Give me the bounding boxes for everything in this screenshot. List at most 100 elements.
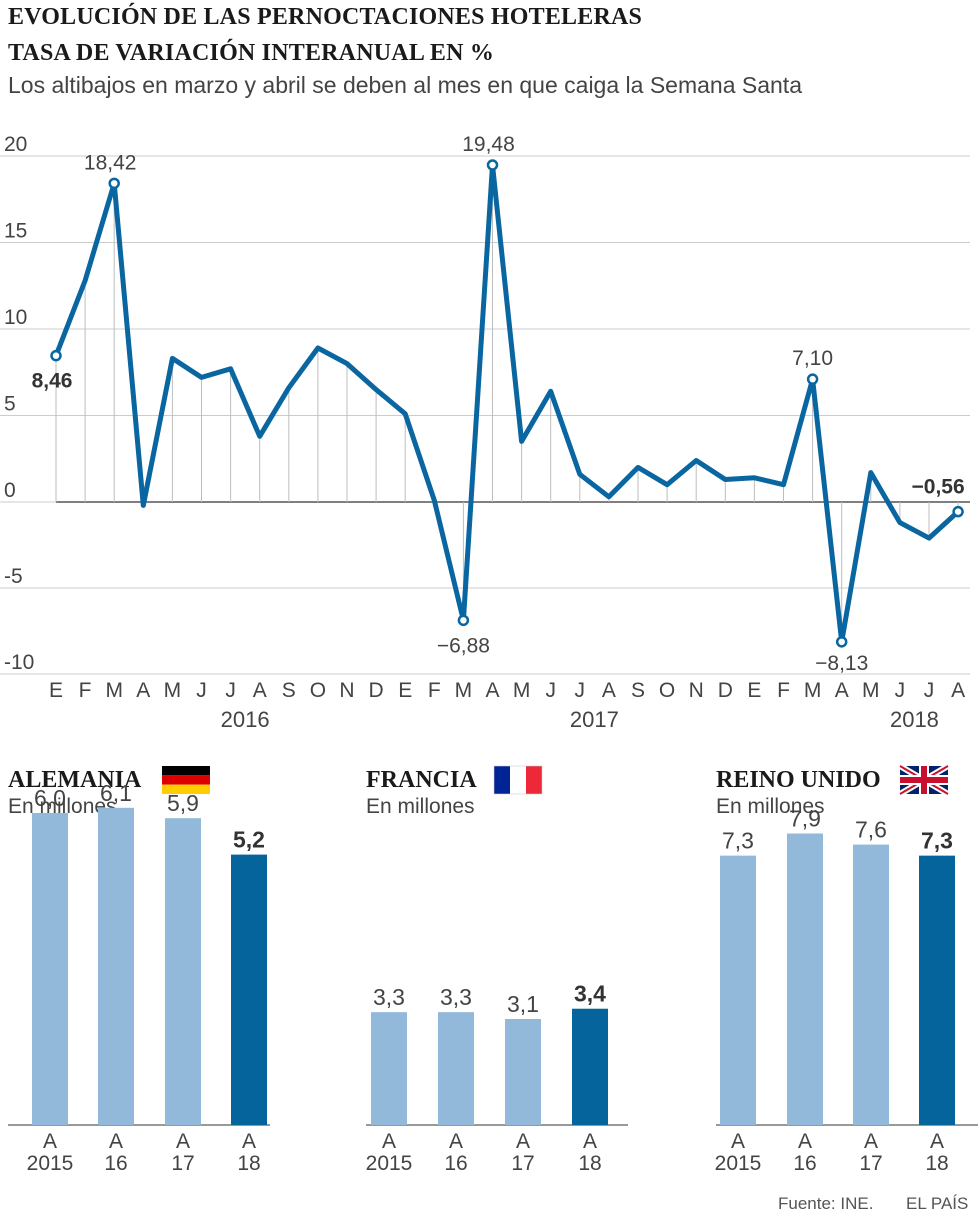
x-tick-label: N <box>689 679 704 702</box>
bar <box>787 833 823 1125</box>
data-point-marker <box>835 636 848 648</box>
flag-stripe <box>510 766 526 794</box>
brand-label: EL PAÍS <box>906 1194 969 1213</box>
x-tick-label: M <box>105 679 123 702</box>
x-tick-label: A <box>136 679 150 702</box>
bar-category-label: A <box>176 1130 190 1153</box>
bar-year-label: 17 <box>859 1152 882 1175</box>
bar <box>919 855 955 1125</box>
bar-year-label: 18 <box>925 1152 948 1175</box>
bar <box>572 1008 608 1125</box>
chart-title-secondary: TASA DE VARIACIÓN INTERANUAL EN % <box>8 40 495 66</box>
bar-category-label: A <box>583 1130 597 1153</box>
bar-value-label: 5,2 <box>233 827 265 853</box>
bar-value-label: 3,1 <box>507 991 539 1017</box>
x-tick-label: M <box>513 679 531 702</box>
data-label: −8,13 <box>815 652 868 675</box>
x-tick-label: O <box>659 679 675 702</box>
chart-title: EVOLUCIÓN DE LAS PERNOCTACIONES HOTELERA… <box>8 4 643 30</box>
flag-stripe <box>162 775 210 785</box>
bar-value-label: 7,3 <box>722 828 754 854</box>
x-tick-label: J <box>196 679 207 702</box>
x-tick-label: M <box>804 679 822 702</box>
panel-unit: En millones <box>716 795 825 818</box>
bar-value-label: 6,0 <box>34 785 66 811</box>
bar-category-label: A <box>864 1130 878 1153</box>
data-point-marker <box>50 349 62 362</box>
bar <box>231 854 267 1125</box>
x-tick-label: D <box>369 679 384 702</box>
bar-year-label: 16 <box>793 1152 816 1175</box>
flag-cross-red <box>900 777 948 783</box>
data-point-marker <box>108 177 120 190</box>
x-tick-label: F <box>777 679 790 702</box>
y-tick-label: -10 <box>4 651 34 674</box>
x-tick-label: N <box>339 679 354 702</box>
x-tick-label: A <box>951 679 965 702</box>
bar <box>505 1018 541 1125</box>
x-tick-label: J <box>895 679 906 702</box>
bar-year-label: 2015 <box>366 1152 413 1175</box>
bar-category-label: A <box>516 1130 530 1153</box>
x-tick-label: D <box>718 679 733 702</box>
data-point-marker <box>457 614 470 627</box>
data-label: 8,46 <box>32 370 73 393</box>
bar-value-label: 7,6 <box>855 817 887 843</box>
x-tick-label: A <box>253 679 267 702</box>
x-tick-label: J <box>924 679 935 702</box>
bar-year-label: 16 <box>104 1152 127 1175</box>
bar-category-label: A <box>731 1130 745 1153</box>
bar-value-label: 3,3 <box>440 984 472 1010</box>
panel-unit: En millones <box>366 795 475 818</box>
bar <box>165 818 201 1125</box>
source-note: Fuente: INE. <box>778 1194 874 1213</box>
x-year-label: 2017 <box>570 707 619 732</box>
y-tick-label: 10 <box>4 306 27 329</box>
flag-stripe <box>162 784 210 794</box>
x-tick-label: A <box>602 679 616 702</box>
bar-year-label: 17 <box>171 1152 194 1175</box>
data-point-marker <box>486 159 499 171</box>
bar <box>720 855 756 1125</box>
data-point-marker <box>952 505 964 518</box>
y-tick-label: 20 <box>4 133 27 156</box>
bar-year-label: 18 <box>237 1152 260 1175</box>
x-tick-label: M <box>455 679 473 702</box>
flag-stripe <box>162 766 210 776</box>
x-tick-label: E <box>398 679 412 702</box>
x-tick-label: M <box>164 679 182 702</box>
panel-title: ALEMANIA <box>8 767 142 793</box>
bar-value-label: 7,3 <box>921 828 953 854</box>
bar <box>438 1012 474 1125</box>
bar-value-label: 5,9 <box>167 790 199 816</box>
bar-category-label: A <box>930 1130 944 1153</box>
bar-year-label: 2015 <box>27 1152 74 1175</box>
bar-year-label: 2015 <box>715 1152 762 1175</box>
flag-border <box>493 765 543 795</box>
x-tick-label: A <box>835 679 849 702</box>
bar-year-label: 16 <box>444 1152 467 1175</box>
uk-flag <box>898 763 950 797</box>
bar <box>371 1012 407 1125</box>
bar-category-label: A <box>382 1130 396 1153</box>
bar-category-label: A <box>798 1130 812 1153</box>
bar-category-label: A <box>449 1130 463 1153</box>
bar <box>853 844 889 1125</box>
y-tick-label: 5 <box>4 393 16 416</box>
x-tick-label: O <box>310 679 326 702</box>
data-label: −0,56 <box>912 476 965 499</box>
x-tick-label: J <box>225 679 236 702</box>
y-tick-label: 0 <box>4 479 16 502</box>
flag-stripe <box>526 766 542 794</box>
panel-unit: En millones <box>8 795 117 818</box>
data-label: −6,88 <box>437 634 490 657</box>
bar-value-label: 7,9 <box>789 805 821 831</box>
y-tick-label: -5 <box>4 565 23 588</box>
x-tick-label: J <box>575 679 586 702</box>
bar <box>32 813 68 1125</box>
germany-flag <box>162 766 210 794</box>
x-year-label: 2018 <box>890 707 939 732</box>
